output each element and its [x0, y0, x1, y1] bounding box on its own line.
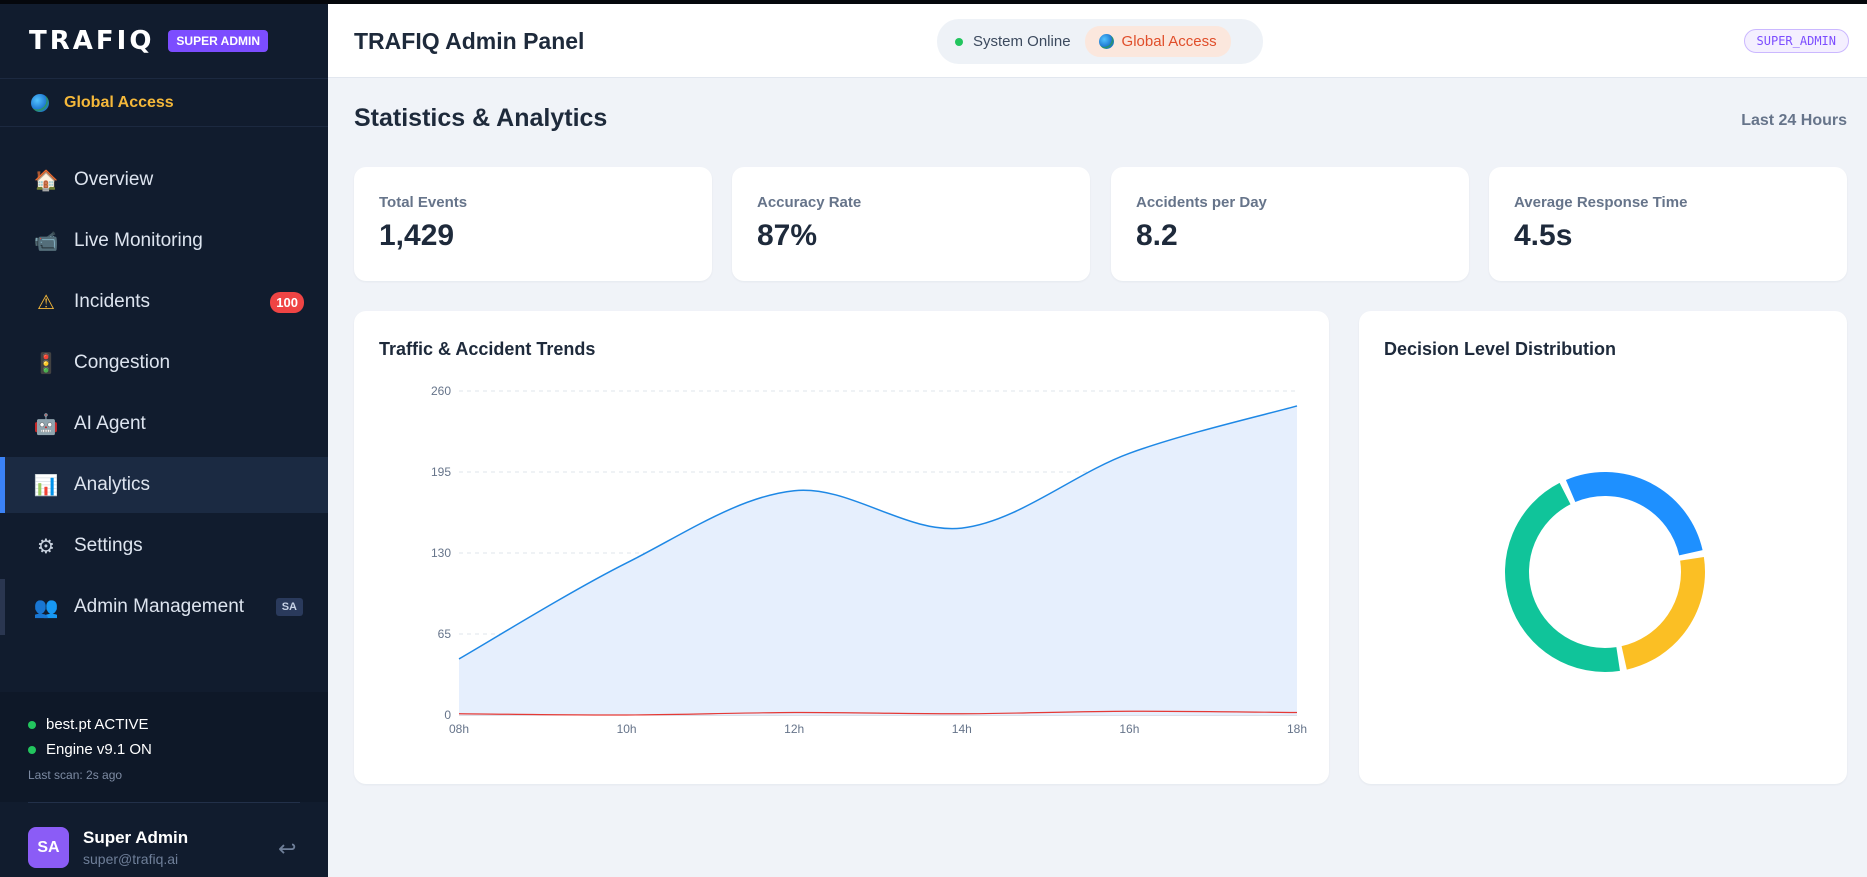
status-dot-icon — [28, 745, 36, 754]
status-dot-icon — [955, 37, 963, 46]
user-email: super@trafiq.ai — [83, 851, 179, 867]
donut-chart-card: Decision Level Distribution — [1359, 311, 1847, 784]
globe-icon — [31, 93, 49, 112]
stat-label: Accuracy Rate — [757, 194, 862, 211]
x-tick-label: 14h — [952, 722, 972, 736]
sidebar-item-label: Congestion — [74, 352, 171, 373]
traffic-area — [459, 405, 1297, 715]
sidebar-item-live-monitoring[interactable]: 📹 Live Monitoring — [0, 213, 328, 269]
system-online-text: System Online — [973, 33, 1071, 50]
incident-count-badge: 100 — [270, 291, 304, 313]
trend-chart-card: Traffic & Accident Trends 0 65 130 195 260 08… — [354, 311, 1329, 784]
traffic-series-line — [458, 405, 1298, 660]
divider — [28, 802, 300, 803]
user-info: Super Admin super@trafiq.ai — [83, 828, 188, 867]
users-icon: 👥 — [33, 596, 59, 619]
sidebar-item-label: Live Monitoring — [74, 230, 203, 251]
stat-card-total-events: Total Events 1,429 — [354, 167, 712, 281]
donut-chart — [1505, 472, 1705, 672]
y-tick-label: 260 — [431, 384, 451, 398]
access-scope: Global Access — [0, 79, 328, 127]
x-tick-label: 16h — [1119, 722, 1139, 736]
super-admin-tag: SA — [275, 598, 303, 616]
sidebar-item-label: AI Agent — [74, 413, 146, 434]
last-scan: Last scan: 2s ago — [28, 768, 123, 782]
house-icon: 🏠 — [33, 169, 59, 192]
system-status-panel: best.pt ACTIVE Engine v9.1 ON Last scan:… — [0, 692, 328, 802]
sidebar-item-admin-management[interactable]: 👥 Admin Management SA — [0, 579, 328, 635]
warning-icon: ⚠ — [37, 291, 55, 314]
y-tick-label: 0 — [444, 708, 451, 722]
y-tick-label: 195 — [431, 465, 451, 479]
bar-chart-icon: 📊 — [33, 474, 59, 497]
model-status: best.pt ACTIVE — [28, 712, 328, 737]
sidebar-item-congestion[interactable]: 🚦 Congestion — [0, 335, 328, 391]
x-tick-label: 18h — [1287, 722, 1307, 736]
sidebar: TRAFIQ SUPER ADMIN Global Access 🏠 Overvi… — [0, 0, 328, 877]
sidebar-item-ai-agent[interactable]: 🤖 AI Agent — [0, 396, 328, 452]
stat-label: Accidents per Day — [1136, 194, 1267, 211]
stat-label: Average Response Time — [1514, 194, 1688, 211]
topbar: TRAFIQ Admin Panel System Online Global … — [328, 0, 1867, 78]
access-label: Global Access — [64, 93, 174, 111]
user-profile[interactable]: SA Super Admin super@trafiq.ai — [28, 827, 188, 868]
stat-card-accidents: Accidents per Day 8.2 — [1111, 167, 1469, 281]
status-group: System Online Global Access — [937, 19, 1263, 64]
brand: TRAFIQ SUPER ADMIN — [0, 4, 328, 79]
stat-label: Total Events — [379, 194, 468, 211]
traffic-light-icon: 🚦 — [33, 352, 59, 375]
global-access-text: Global Access — [1121, 33, 1217, 50]
role-chip: SUPER_ADMIN — [1743, 29, 1849, 53]
time-range[interactable]: Last 24 Hours — [1741, 112, 1847, 129]
logo: TRAFIQ — [29, 26, 155, 56]
sidebar-nav: 🏠 Overview 📹 Live Monitoring ⚠ Incidents 100 🚦 C… — [0, 152, 328, 640]
sidebar-item-label: Settings — [74, 535, 143, 556]
donut-slice — [1505, 482, 1620, 672]
stat-value: 4.5s — [1514, 219, 1573, 252]
x-tick-label: 08h — [449, 722, 469, 736]
sidebar-item-label: Analytics — [74, 474, 151, 495]
engine-status: Engine v9.1 ON — [28, 737, 328, 762]
x-tick-label: 12h — [784, 722, 804, 736]
donut-slice — [1621, 557, 1705, 670]
y-tick-label: 130 — [431, 546, 451, 560]
robot-icon: 🤖 — [33, 413, 59, 436]
model-status-text: best.pt ACTIVE — [46, 716, 149, 733]
sidebar-item-analytics[interactable]: 📊 Analytics — [0, 457, 328, 513]
sidebar-item-overview[interactable]: 🏠 Overview — [0, 152, 328, 208]
stat-value: 87% — [757, 219, 818, 252]
sidebar-item-incidents[interactable]: ⚠ Incidents 100 — [0, 274, 328, 330]
camera-icon: 📹 — [33, 230, 59, 253]
global-access-chip: Global Access — [1084, 26, 1231, 57]
chart-title: Decision Level Distribution — [1384, 339, 1617, 359]
role-badge: SUPER ADMIN — [168, 30, 268, 52]
logout-icon[interactable]: ↩ — [278, 836, 297, 861]
trend-chart: 0 65 130 195 260 08h 10h 12h 14h 16h 18h — [431, 384, 1307, 736]
chart-title: Traffic & Accident Trends — [379, 339, 596, 359]
stat-value: 1,429 — [379, 219, 455, 252]
stat-value: 8.2 — [1136, 219, 1178, 252]
status-dot-icon — [28, 720, 36, 729]
user-name: Super Admin — [83, 828, 189, 847]
avatar: SA — [28, 827, 69, 868]
sidebar-item-label: Admin Management — [74, 596, 245, 617]
donut-slice — [1565, 472, 1703, 556]
x-tick-label: 10h — [617, 722, 637, 736]
engine-status-text: Engine v9.1 ON — [46, 741, 152, 758]
sidebar-item-label: Incidents — [74, 291, 151, 312]
section-title: Statistics & Analytics — [354, 104, 608, 132]
stat-card-accuracy: Accuracy Rate 87% — [732, 167, 1090, 281]
sidebar-item-label: Overview — [74, 169, 154, 190]
stat-card-response-time: Average Response Time 4.5s — [1489, 167, 1847, 281]
y-tick-label: 65 — [438, 627, 452, 641]
system-online-status: System Online — [945, 33, 1081, 50]
sidebar-item-settings[interactable]: ⚙ Settings — [0, 518, 328, 574]
accident-series-line — [458, 710, 1298, 716]
globe-icon — [1098, 34, 1114, 49]
gear-icon: ⚙ — [37, 535, 55, 558]
page-title: TRAFIQ Admin Panel — [354, 28, 585, 54]
